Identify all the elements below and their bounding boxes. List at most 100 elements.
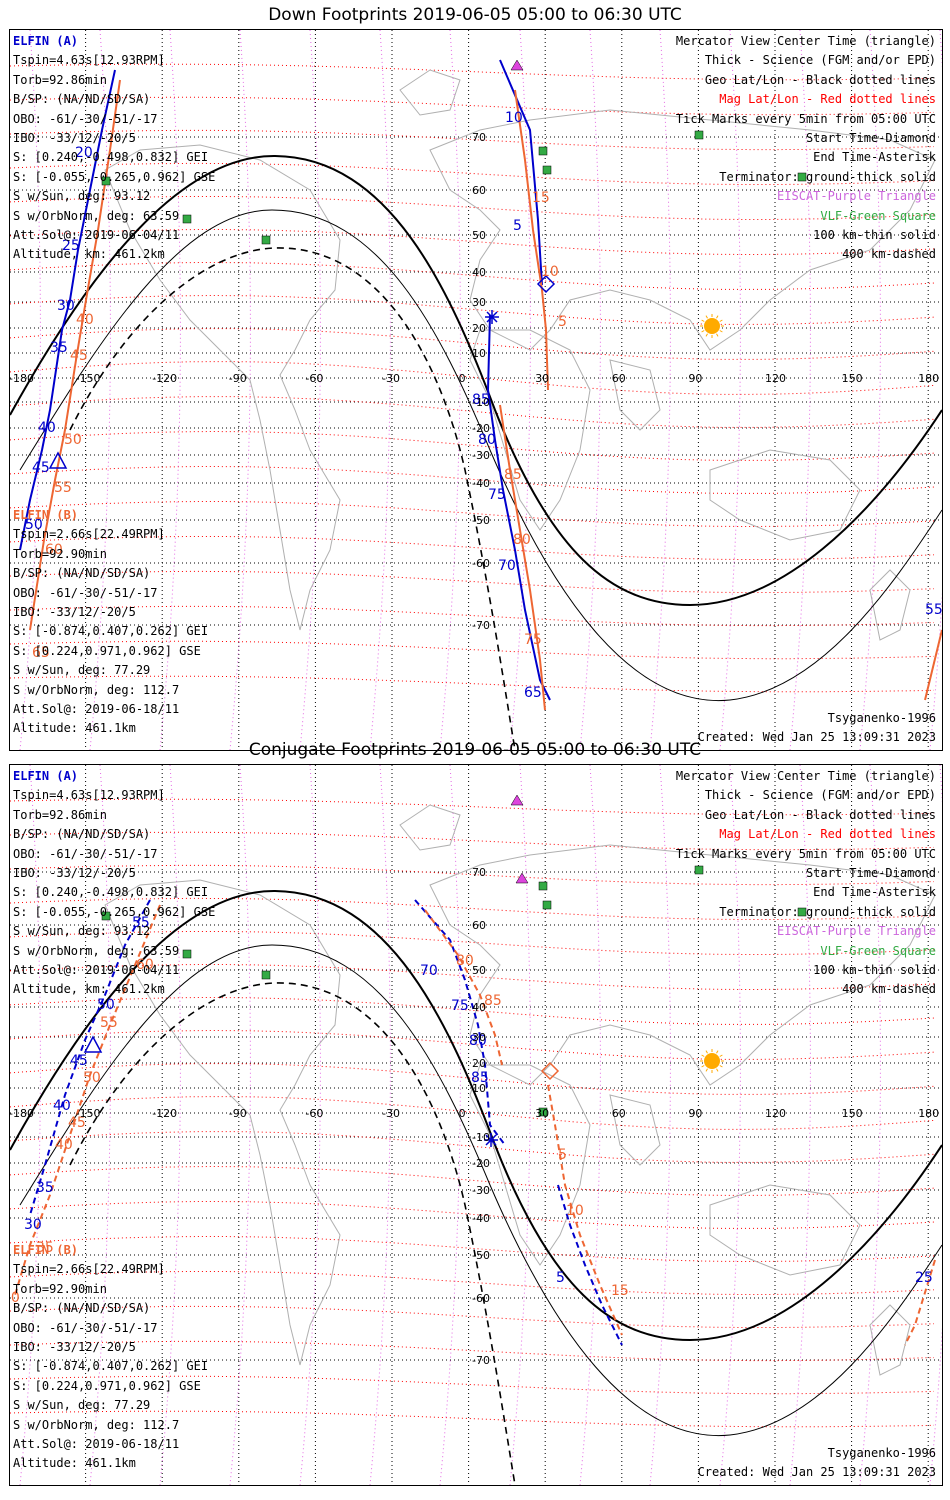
track-b-time-label: 55 [54,480,72,496]
elfin-b-param-line: Att.Sol@: 2019-06-18/11 [13,1436,180,1451]
elfin-b-name: ELFIN (B) [13,508,79,522]
mag-lon-line [789,30,811,750]
legend-item: Thick - Science (FGM and/or EPD) [704,53,936,68]
mag-lon-line [369,30,391,750]
lon-tick-label: -30 [382,372,400,385]
track-b-time-label: 80 [513,532,531,548]
track-b-time-label: 75 [524,632,542,648]
mag-lat-line [10,1096,935,1130]
track-b-time-label: 5 [558,314,567,330]
elfin-b-param-line: Tspin=2.66s[22.49RPM] [13,1262,165,1277]
track-a-time-label: 10 [505,110,523,126]
sun-icon [700,1049,724,1073]
track-b-time-label: 50 [83,1070,101,1086]
terminator-ground [10,889,942,1342]
track-a-time-label: 40 [38,420,56,436]
lon-tick-label: -60 [305,372,323,385]
vlf-square-icon [182,214,192,224]
elfin-a-param-line: Att.Sol@: 2019-06-04/11 [13,962,180,977]
map-canvas: 7075808555504540353052580856055504540353… [10,765,942,1485]
track-b-time-label: 10 [541,264,559,280]
lat-tick-label: 70 [472,131,486,144]
coastline-path [869,569,911,641]
created-timestamp: Created: Wed Jan 25 13:09:31 2023 [697,730,936,744]
mag-lon-line [859,765,881,1485]
lat-tick-label: -50 [472,514,490,527]
elfin-b-param-line: S: [0.224,0.971,0.962] GSE [13,1378,201,1393]
mag-lon-line [299,765,321,1485]
lat-tick-label: -20 [472,422,490,435]
vlf-square-icon [261,970,271,980]
lon-tick-label: 120 [765,1107,786,1120]
mag-lon-line [19,765,41,1485]
legend-item: End Time-Asterisk [813,885,936,900]
coastline-path [469,1064,591,1266]
mag-lon-line [859,30,881,750]
elfin-a-param-line: S: [0.240,-0.498,0.832] GEI [13,885,209,900]
track-b-time-label: 10 [566,1203,584,1219]
map-legend: Mercator View Center Time (triangle) Thic… [676,767,936,1000]
elfin-b-param-line: OBO: -61/-30/-51/-17 [13,585,158,600]
elfin-a-param-line: IBO: -33/12/-20/5 [13,130,136,145]
track-b-time-label: 30 [10,1290,20,1306]
elfin-b-param-line: Att.Sol@: 2019-06-18/11 [13,701,180,716]
coastline-path [104,879,341,1366]
elfin-a-param-line: S: [0.240,-0.498,0.832] GEI [13,150,209,165]
track-b-time-label: 50 [64,432,82,448]
legend-item: Geo Lat/Lon - Black dotted lines [704,72,936,87]
lon-tick-label: 180 [918,1107,939,1120]
vlf-square-icon [797,172,807,182]
legend-item: Geo Lat/Lon - Black dotted lines [704,807,936,822]
legend-item: 100 km-thin solid [813,962,936,977]
lat-tick-label: -60 [472,1292,490,1305]
elfin-b-param-line: S w/OrbNorm, deg: 112.7 [13,1417,180,1432]
vlf-square-icon [182,949,192,959]
elfin-b-track [14,904,623,1336]
mag-lon-line [509,765,531,1485]
map-canvas: 10 5 20 25 30 35 40 45 50 85 80 75 70 65 55 15 10 5 40 45 50… [10,30,942,750]
mag-lon-line [89,30,111,750]
lat-tick-label: -10 [472,1131,490,1144]
lon-tick-label: -180 [10,1107,34,1120]
map-panel-conjugate: 7075808555504540353052580856055504540353… [9,764,943,1486]
lon-tick-label: -90 [229,372,247,385]
track-b-time-label: 60 [136,957,154,973]
elfin-a-param-line: Tspin=4.63s[12.93RPM] [13,788,165,803]
vlf-square-icon [694,130,704,140]
center-time-triangle-icon [83,1035,103,1053]
legend-item: End Time-Asterisk [813,150,936,165]
lon-tick-label: 150 [842,372,863,385]
elfin-a-param-line: IBO: -33/12/-20/5 [13,865,136,880]
legend-item: 400 km-dashed [842,247,936,262]
panel-title: Conjugate Footprints 2019-06-05 05:00 to… [248,740,702,760]
field-model-label: Tsyganenko-1996 [827,1446,936,1460]
elfin-a-param-line: Altitude, km: 461.2km [13,247,165,262]
track-a-time-label: 45 [32,460,50,476]
track-b-time-label: 60 [45,542,63,558]
legend-item: Mag Lat/Lon - Red dotted lines [719,827,936,842]
coastlines [104,804,936,1376]
vlf-square-icon [694,865,704,875]
track-a-time-label: 40 [53,1098,71,1114]
lat-tick-label: -40 [472,477,490,490]
mag-lon-line [719,30,741,750]
lat-tick-label: 50 [472,964,486,977]
track-a-time-label: 30 [57,298,75,314]
legend-item: Start Time-Diamond [805,130,936,145]
elfin-a-param-line: S: [-0.055,-0.265,0.962] GSE [13,904,216,919]
legend-item: Thick - Science (FGM and/or EPD) [704,788,936,803]
elfin-a-param-line: B/SP: (NA/ND/SD/SA) [13,827,151,842]
lon-tick-label: -90 [229,1107,247,1120]
mag-lon-line [649,765,671,1485]
lon-tick-label: 150 [842,1107,863,1120]
lat-tick-label: 10 [472,347,486,360]
legend-item: EISCAT-Purple Triangle [777,189,936,204]
track-a-time-label: 65 [524,685,542,701]
track-a-time-label: 70 [498,558,516,574]
legend-item: 100 km-thin solid [813,227,936,242]
elfin-b-param-line: Tspin=2.66s[22.49RPM] [13,527,165,542]
lon-tick-label: -150 [76,372,101,385]
lat-tick-label: -30 [472,449,490,462]
lon-tick-label: -180 [10,372,34,385]
track-a-time-label: 5 [513,218,522,234]
